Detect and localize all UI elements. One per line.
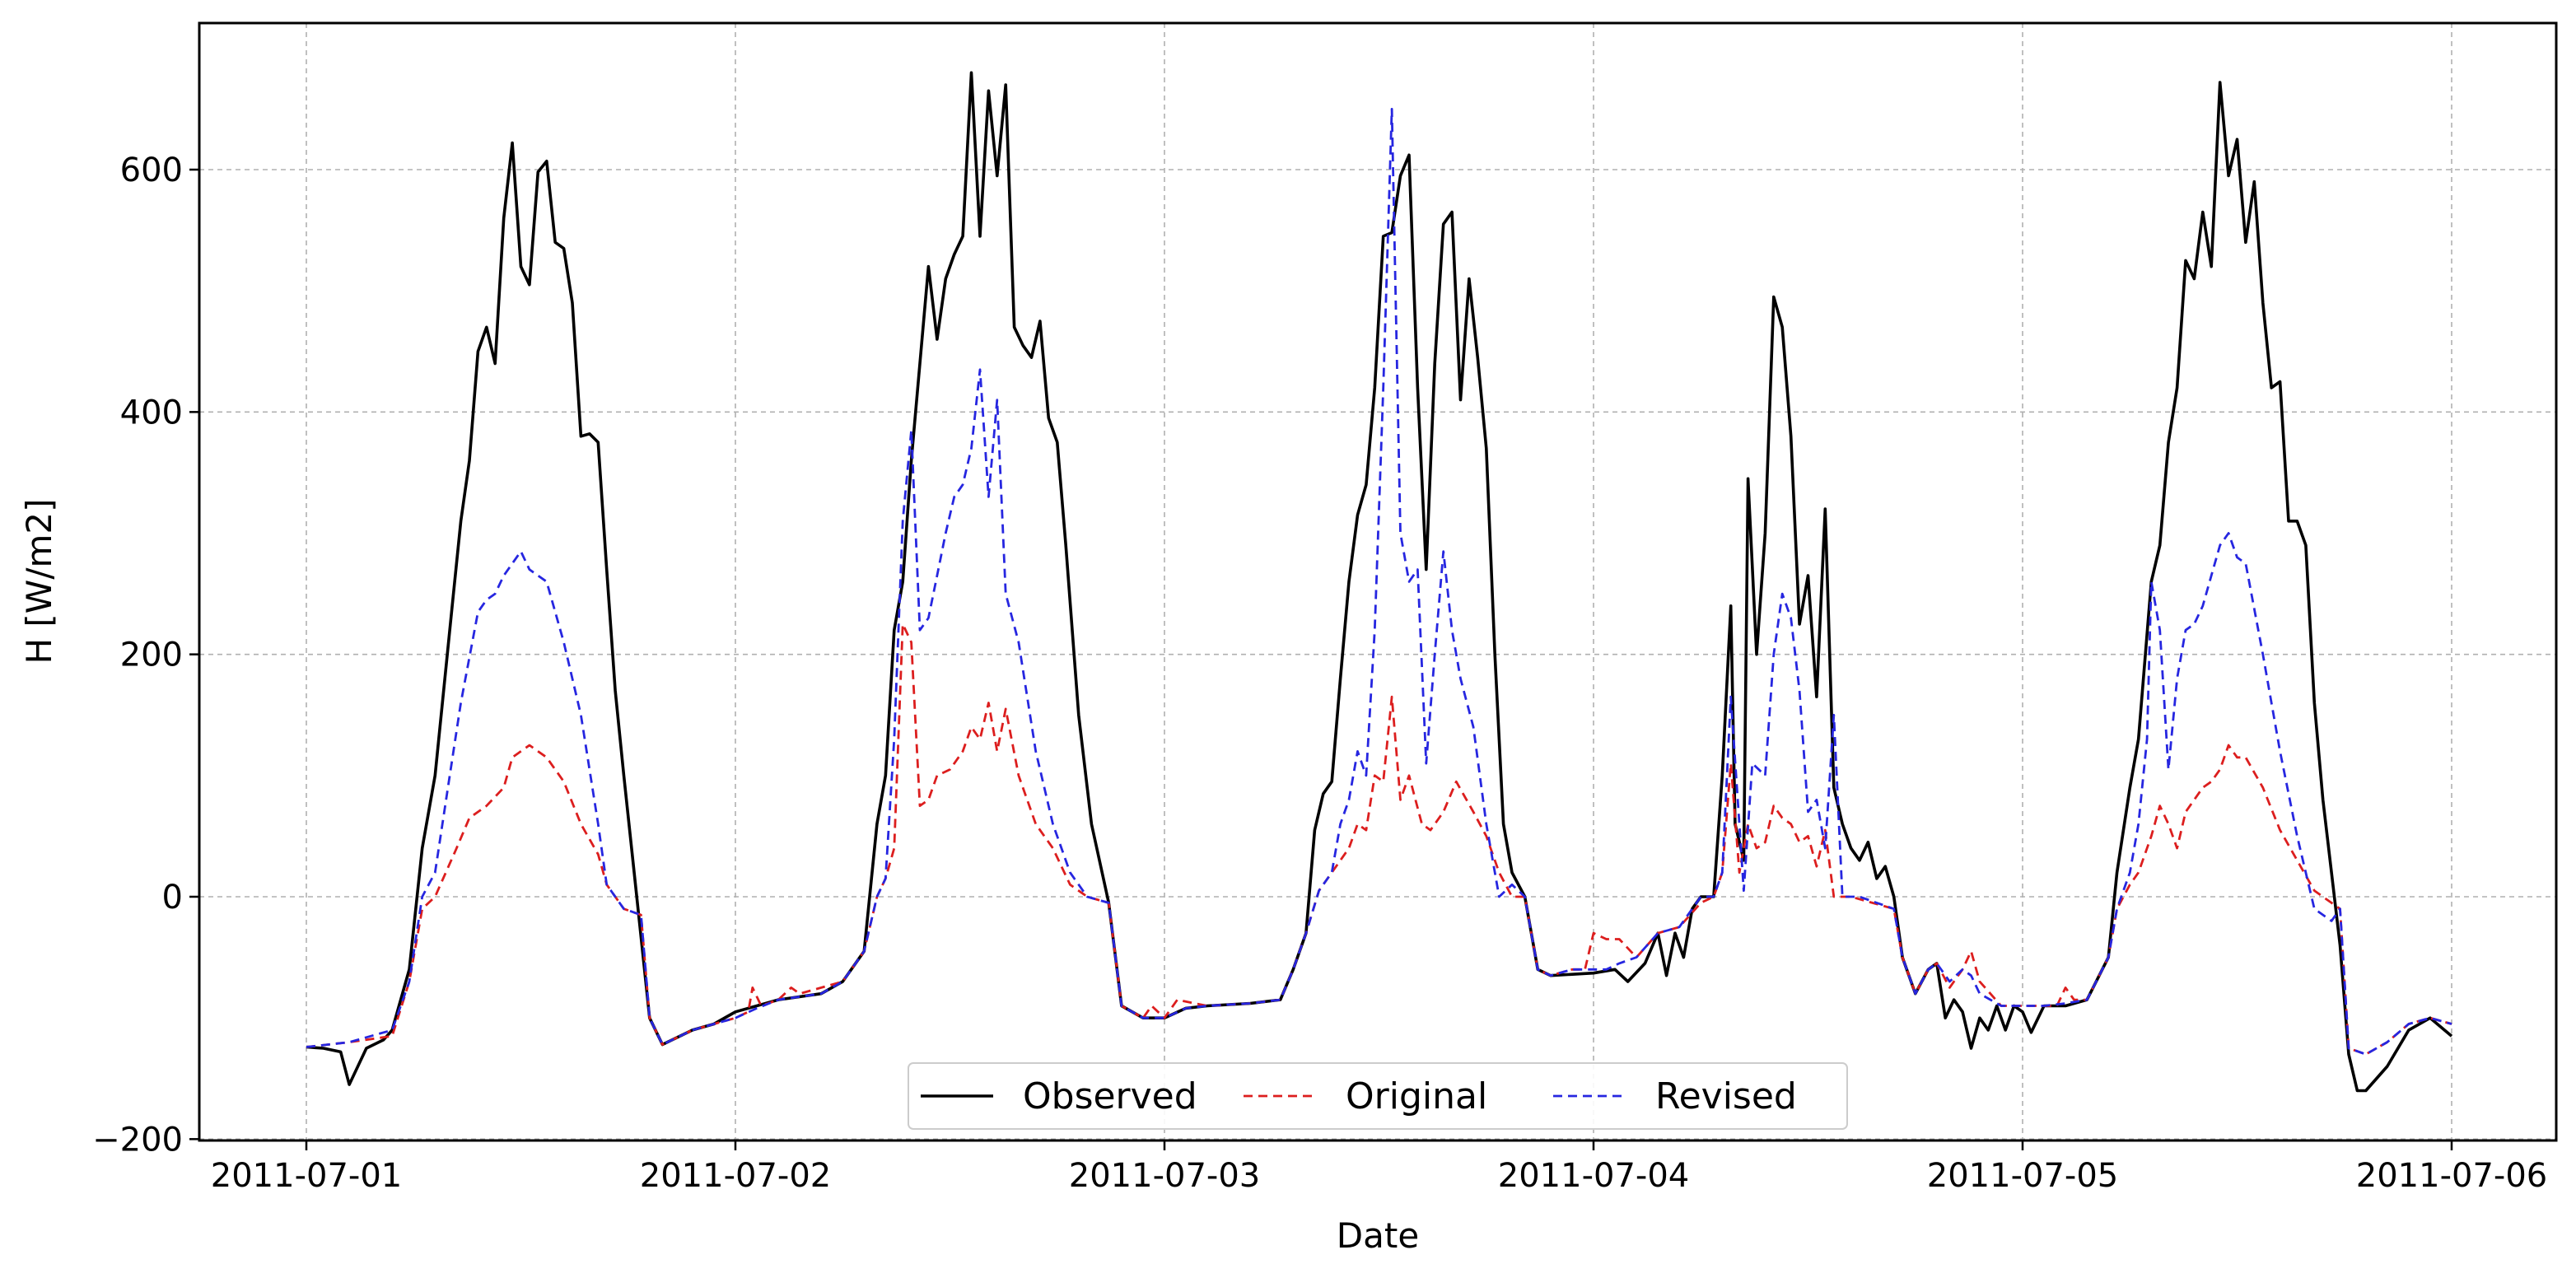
y-tick-label: 200 — [120, 637, 183, 674]
y-axis-label: H [W/m2] — [19, 498, 59, 664]
y-tick-label: 0 — [162, 879, 183, 917]
x-axis-label: Date — [1337, 1215, 1419, 1256]
x-tick-label: 2011-07-05 — [1927, 1157, 2118, 1195]
legend-label-revised: Revised — [1655, 1075, 1797, 1117]
grid-lines — [199, 23, 2556, 1140]
x-tick-label: 2011-07-04 — [1498, 1157, 1689, 1195]
x-tick-label: 2011-07-03 — [1069, 1157, 1260, 1195]
x-tick-label: 2011-07-02 — [640, 1157, 831, 1195]
series-line-revised — [306, 108, 2452, 1056]
legend: Observed Original Revised — [908, 1062, 1848, 1130]
y-tick-label: 600 — [120, 152, 183, 189]
legend-label-original: Original — [1346, 1075, 1487, 1117]
series-line-original — [306, 623, 2452, 1056]
series-line-observed — [306, 71, 2453, 1093]
axis-ticks: 2011-07-01 2011-07-02 2011-07-03 2011-07-04… — [92, 152, 2547, 1195]
x-tick-label: 2011-07-01 — [211, 1157, 402, 1195]
legend-box — [908, 1062, 1848, 1130]
y-tick-label: −200 — [92, 1121, 183, 1159]
plot-frame — [198, 21, 2558, 1142]
legend-label-observed: Observed — [1023, 1075, 1197, 1117]
x-tick-label: 2011-07-06 — [2356, 1157, 2547, 1195]
series-layer — [306, 71, 2453, 1093]
y-tick-label: 400 — [120, 394, 183, 431]
